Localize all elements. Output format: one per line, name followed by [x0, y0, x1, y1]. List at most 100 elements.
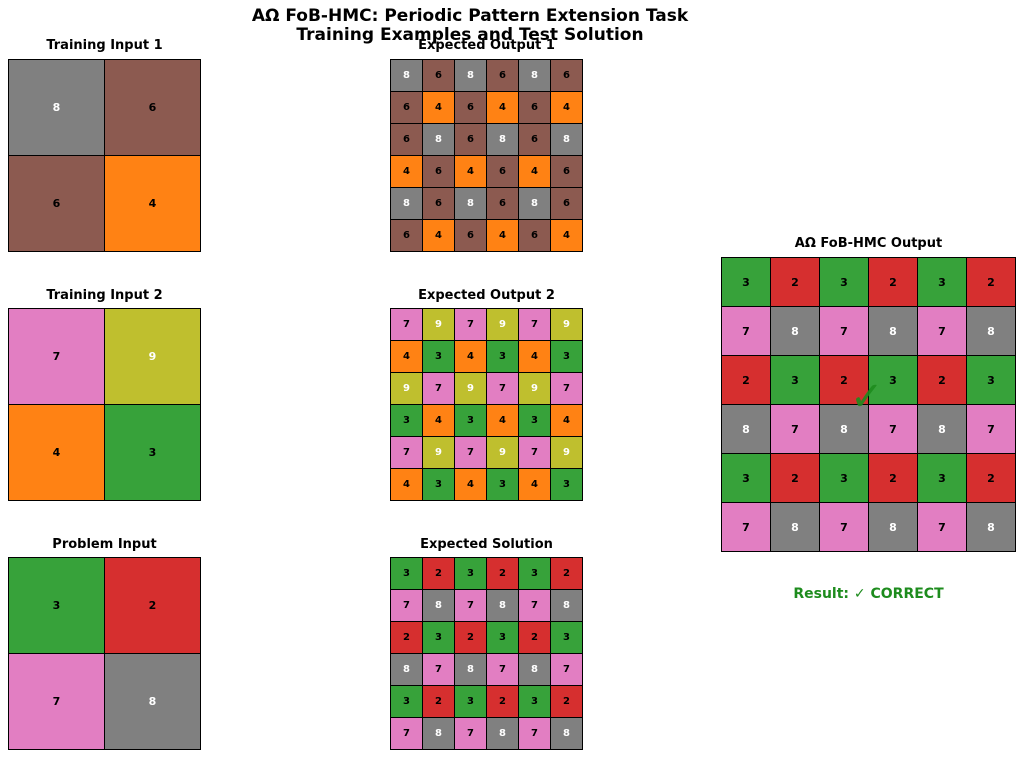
grid-cell: 3 — [918, 454, 966, 502]
grid-cell: 8 — [519, 188, 550, 219]
grid-cell: 7 — [519, 437, 550, 468]
grid-cell: 9 — [487, 437, 518, 468]
grid-cell: 4 — [519, 469, 550, 500]
grid-cell: 7 — [9, 309, 104, 404]
grid-cell: 2 — [105, 558, 200, 653]
grid-cell: 3 — [967, 356, 1015, 404]
grid-cell: 6 — [487, 188, 518, 219]
grid-cell: 6 — [105, 60, 200, 155]
grid-cell: 8 — [487, 718, 518, 749]
grid-cell: 8 — [820, 405, 868, 453]
grid-cell: 7 — [967, 405, 1015, 453]
grid-cell: 8 — [771, 307, 819, 355]
grid-cell: 8 — [455, 188, 486, 219]
grid-cell: 6 — [391, 220, 422, 251]
grid-cell: 9 — [487, 309, 518, 340]
grid-cell: 3 — [487, 341, 518, 372]
grid-cell: 7 — [455, 309, 486, 340]
training-input-2-title: Training Input 2 — [46, 288, 163, 303]
grid-cell: 3 — [820, 258, 868, 306]
grid-cell: 2 — [820, 356, 868, 404]
grid-cell: 3 — [423, 341, 454, 372]
grid-cell: 6 — [551, 156, 582, 187]
grid-cell: 8 — [519, 654, 550, 685]
grid-cell: 4 — [551, 405, 582, 436]
grid-cell: 8 — [423, 718, 454, 749]
grid-cell: 4 — [487, 92, 518, 123]
grid-cell: 3 — [722, 454, 770, 502]
grid-cell: 6 — [455, 92, 486, 123]
grid-cell: 2 — [487, 558, 518, 589]
grid-cell: 8 — [391, 188, 422, 219]
figure-title-line-1: AΩ FoB-HMC: Periodic Pattern Extension T… — [251, 6, 689, 26]
grid-cell: 7 — [487, 373, 518, 404]
grid-cell: 6 — [391, 124, 422, 155]
grid-cell: 2 — [487, 686, 518, 717]
grid-cell: 7 — [519, 590, 550, 621]
grid-cell: 4 — [423, 220, 454, 251]
grid-cell: 8 — [391, 654, 422, 685]
grid-cell: 3 — [869, 356, 917, 404]
grid-cell: 9 — [423, 437, 454, 468]
grid-cell: 8 — [455, 654, 486, 685]
grid-cell: 8 — [967, 307, 1015, 355]
grid-cell: 6 — [423, 60, 454, 91]
grid-cell: 3 — [423, 622, 454, 653]
grid-cell: 9 — [423, 309, 454, 340]
grid-cell: 8 — [9, 60, 104, 155]
model-output-title: AΩ FoB-HMC Output — [794, 236, 943, 251]
grid-cell: 4 — [391, 469, 422, 500]
grid-cell: 6 — [551, 60, 582, 91]
grid-cell: 2 — [551, 558, 582, 589]
grid-cell: 8 — [551, 718, 582, 749]
expected-output-2-title: Expected Output 2 — [418, 288, 555, 303]
grid-cell: 7 — [391, 590, 422, 621]
grid-cell: 3 — [918, 258, 966, 306]
grid-cell: 2 — [967, 258, 1015, 306]
problem-input-title: Problem Input — [52, 537, 157, 552]
grid-cell: 4 — [455, 469, 486, 500]
grid-cell: 7 — [519, 718, 550, 749]
grid-cell: 8 — [519, 60, 550, 91]
grid-cell: 7 — [771, 405, 819, 453]
grid-cell: 4 — [551, 92, 582, 123]
grid-cell: 8 — [918, 405, 966, 453]
grid-cell: 8 — [455, 60, 486, 91]
grid-cell: 7 — [391, 437, 422, 468]
result-text: Result: ✓ CORRECT — [793, 586, 944, 602]
grid-cell: 4 — [455, 341, 486, 372]
grid-cell: 8 — [423, 124, 454, 155]
grid-cell: 4 — [105, 156, 200, 251]
grid-cell: 6 — [519, 220, 550, 251]
grid-cell: 3 — [551, 341, 582, 372]
grid-cell: 6 — [519, 92, 550, 123]
grid-cell: 7 — [869, 405, 917, 453]
grid-cell: 3 — [722, 258, 770, 306]
grid-cell: 7 — [820, 307, 868, 355]
grid-cell: 4 — [551, 220, 582, 251]
grid-cell: 6 — [487, 60, 518, 91]
grid-cell: 7 — [722, 307, 770, 355]
grid-cell: 2 — [967, 454, 1015, 502]
expected-solution-title: Expected Solution — [420, 537, 553, 552]
grid-cell: 9 — [455, 373, 486, 404]
training-input-1-title: Training Input 1 — [46, 38, 163, 53]
grid-cell: 8 — [869, 307, 917, 355]
grid-cell: 3 — [9, 558, 104, 653]
grid-cell: 3 — [391, 405, 422, 436]
grid-cell: 4 — [9, 405, 104, 500]
grid-cell: 7 — [820, 503, 868, 551]
grid-cell: 6 — [391, 92, 422, 123]
grid-cell: 7 — [455, 718, 486, 749]
grid-cell: 2 — [771, 454, 819, 502]
grid-cell: 3 — [391, 686, 422, 717]
grid-cell: 9 — [551, 437, 582, 468]
grid-cell: 3 — [391, 558, 422, 589]
figure-title-line-2: Training Examples and Test Solution — [296, 25, 644, 45]
grid-cell: 3 — [455, 686, 486, 717]
